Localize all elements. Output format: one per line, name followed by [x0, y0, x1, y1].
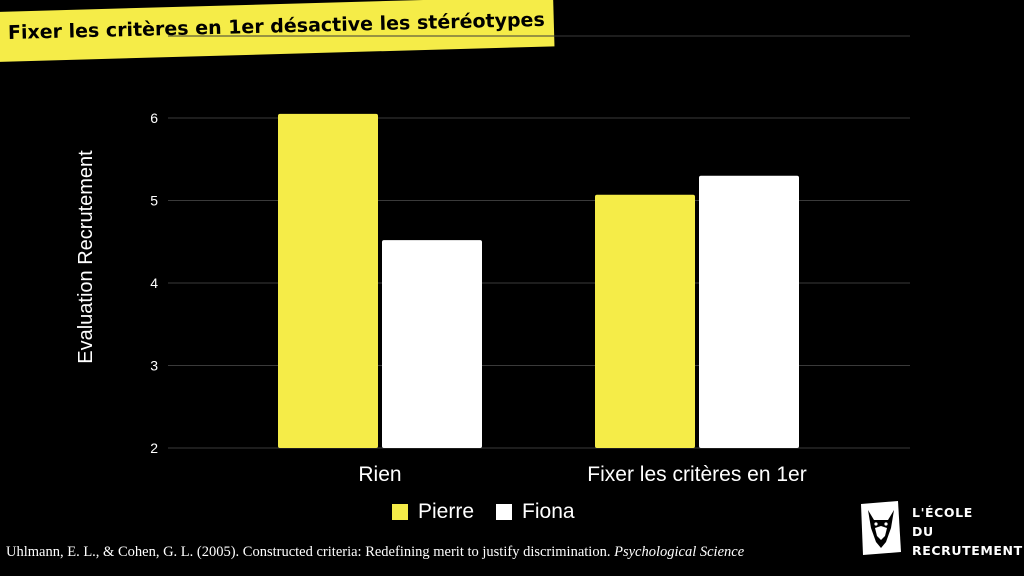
bar-fiona-1: [699, 175, 799, 448]
y-tick-label: 3: [150, 358, 158, 374]
legend-item-pierre: Pierre: [392, 500, 474, 524]
logo-text: L'ÉCOLE DU RECRUTEMENT: [912, 503, 1023, 560]
citation: Uhlmann, E. L., & Cohen, G. L. (2005). C…: [6, 544, 744, 561]
fox-head-icon: [861, 501, 901, 555]
bar-fiona-0: [382, 240, 482, 448]
citation-text: Uhlmann, E. L., & Cohen, G. L. (2005). C…: [6, 544, 615, 560]
logo-line-1: L'ÉCOLE: [912, 505, 973, 520]
x-tick-label: Fixer les critères en 1er: [587, 463, 806, 486]
legend-swatch-fiona: [496, 504, 513, 520]
y-axis-label: Evaluation Recrutement: [75, 150, 97, 364]
bar-pierre-1: [595, 194, 695, 448]
legend: Pierre Fiona: [392, 500, 597, 524]
x-tick-label: Rien: [358, 463, 401, 486]
legend-item-fiona: Fiona: [496, 500, 575, 524]
legend-label-pierre: Pierre: [418, 500, 475, 523]
citation-journal: Psychological Science: [614, 544, 745, 560]
bar-pierre-0: [278, 113, 378, 448]
y-tick-label: 2: [150, 440, 158, 456]
legend-swatch-pierre: [392, 504, 408, 520]
legend-label-fiona: Fiona: [522, 500, 575, 523]
y-tick-label: 4: [150, 275, 158, 291]
logo-line-2: DU: [912, 524, 934, 539]
y-tick-label: 5: [150, 193, 158, 209]
y-tick-label: 6: [150, 110, 158, 126]
logo-line-3: RECRUTEMENT: [912, 543, 1023, 558]
